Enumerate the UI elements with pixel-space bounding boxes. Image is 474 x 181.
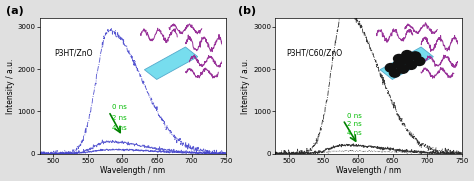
Text: 2 ns: 2 ns	[347, 121, 362, 127]
Y-axis label: Intensity / a.u.: Intensity / a.u.	[241, 58, 250, 114]
Text: P3HT/ZnO: P3HT/ZnO	[55, 48, 93, 57]
Text: 4 ns: 4 ns	[112, 125, 127, 131]
Text: (a): (a)	[6, 6, 24, 16]
Text: (b): (b)	[238, 6, 256, 16]
X-axis label: Wavelength / nm: Wavelength / nm	[336, 167, 401, 175]
Text: 4 ns: 4 ns	[347, 130, 362, 136]
Y-axis label: Intensity / a.u.: Intensity / a.u.	[6, 58, 15, 114]
X-axis label: Wavelength / nm: Wavelength / nm	[100, 167, 165, 175]
Text: 0 ns: 0 ns	[112, 104, 127, 110]
Text: 0 ns: 0 ns	[347, 113, 362, 119]
Text: P3HT/C60/ZnO: P3HT/C60/ZnO	[286, 48, 342, 57]
Text: 2 ns: 2 ns	[112, 115, 127, 121]
